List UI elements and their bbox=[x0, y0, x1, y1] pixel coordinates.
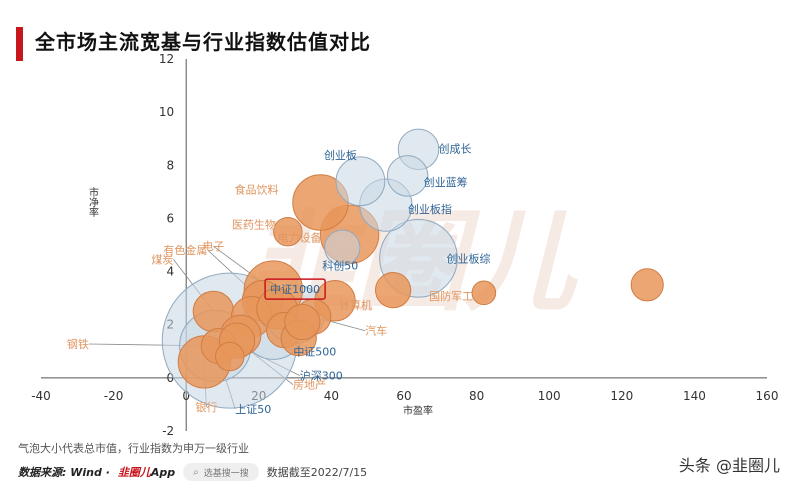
industry-bubble bbox=[284, 303, 321, 341]
bubble-label: 食品饮料 bbox=[235, 182, 279, 196]
bubble-label: 科创50 bbox=[322, 259, 358, 273]
y-tick-label: 8 bbox=[167, 158, 175, 172]
industry-bubble bbox=[215, 341, 245, 372]
x-tick-label: 120 bbox=[610, 389, 633, 403]
search-box[interactable]: ⌕ 选基搜一搜 bbox=[183, 463, 259, 481]
search-icon: ⌕ bbox=[193, 466, 199, 478]
x-tick-label: 40 bbox=[324, 389, 339, 403]
title-accent-bar bbox=[16, 27, 23, 61]
x-tick-label: -40 bbox=[31, 389, 51, 403]
broad-index-bubble bbox=[335, 156, 386, 207]
y-tick-label: 4 bbox=[167, 265, 175, 279]
y-tick-label: -2 bbox=[162, 424, 174, 438]
app-brand-suffix: App bbox=[150, 466, 176, 479]
bubble-chart: 韭圈儿 -40-20020406080100120140160-20246810… bbox=[31, 52, 779, 438]
bubble-label: 创业板指 bbox=[408, 202, 452, 216]
bubble-label: 医药生物 bbox=[232, 218, 276, 232]
y-tick-label: 12 bbox=[159, 52, 174, 66]
bubble-label: 沪深300 bbox=[300, 369, 343, 383]
highlight-box bbox=[264, 278, 326, 300]
industry-bubble bbox=[374, 272, 412, 309]
broad-index-bubble bbox=[324, 229, 361, 266]
bubble-label: 创业板 bbox=[324, 148, 357, 162]
x-axis-label: 市盈率 bbox=[403, 404, 433, 417]
x-tick-label: 0 bbox=[182, 389, 190, 403]
y-tick-label: 6 bbox=[167, 211, 175, 225]
industry-bubble bbox=[630, 268, 664, 302]
search-placeholder: 选基搜一搜 bbox=[203, 468, 249, 479]
app-brand[interactable]: 韭圈儿App bbox=[118, 464, 175, 480]
y-tick-label: 10 bbox=[159, 105, 174, 119]
industry-bubble bbox=[273, 216, 303, 247]
bubble-label: 钢铁 bbox=[67, 338, 89, 351]
x-tick-label: 60 bbox=[396, 389, 411, 403]
page-title: 全市场主流宽基与行业指数估值对比 bbox=[35, 30, 371, 54]
bubble-label: 创业蓝筹 bbox=[424, 175, 468, 189]
footer-row: 数据来源: Wind · 韭圈儿App ⌕ 选基搜一搜 数据截至2022/7/1… bbox=[18, 461, 367, 483]
bubble-label: 创业板综 bbox=[447, 251, 491, 265]
x-tick-label: 100 bbox=[538, 389, 561, 403]
bubble-layer bbox=[161, 128, 664, 409]
bubble-label: 有色金属 bbox=[163, 243, 207, 257]
bubble-label: 中证500 bbox=[293, 345, 336, 358]
x-tick-label: 80 bbox=[469, 389, 484, 403]
bubble-label: 电力设备 bbox=[278, 230, 322, 244]
bubble-label: 汽车 bbox=[365, 324, 387, 338]
x-tick-label: 160 bbox=[756, 389, 779, 403]
bubble-label: 上证50 bbox=[235, 403, 271, 416]
data-source: 数据来源: Wind · bbox=[18, 466, 110, 479]
x-tick-label: -20 bbox=[104, 389, 124, 403]
bubble-label: 房地产 bbox=[293, 378, 326, 392]
bubble-label: 电子 bbox=[202, 240, 224, 253]
bubble-label: 计算机 bbox=[339, 298, 372, 312]
app-brand-prefix: 韭圈儿 bbox=[117, 466, 151, 479]
industry-bubble bbox=[471, 280, 497, 306]
x-tick-label: 140 bbox=[683, 389, 706, 403]
y-axis-label: 市净率 bbox=[87, 186, 99, 218]
bubble-label: 煤炭 bbox=[151, 253, 173, 266]
chart-footnote: 气泡大小代表总市值，行业指数为申万一级行业 bbox=[18, 442, 249, 455]
bubble-label: 中证1000 bbox=[270, 283, 320, 296]
y-tick-label: 0 bbox=[167, 371, 175, 385]
author-watermark: 头条 @韭圈儿 bbox=[678, 456, 780, 475]
data-date: 数据截至2022/7/15 bbox=[266, 466, 368, 479]
bubble-label: 创成长 bbox=[439, 142, 472, 155]
bubble-label: 国防军工 bbox=[429, 289, 473, 303]
bubble-label: 银行 bbox=[195, 400, 217, 414]
broad-index-bubble bbox=[386, 155, 429, 197]
